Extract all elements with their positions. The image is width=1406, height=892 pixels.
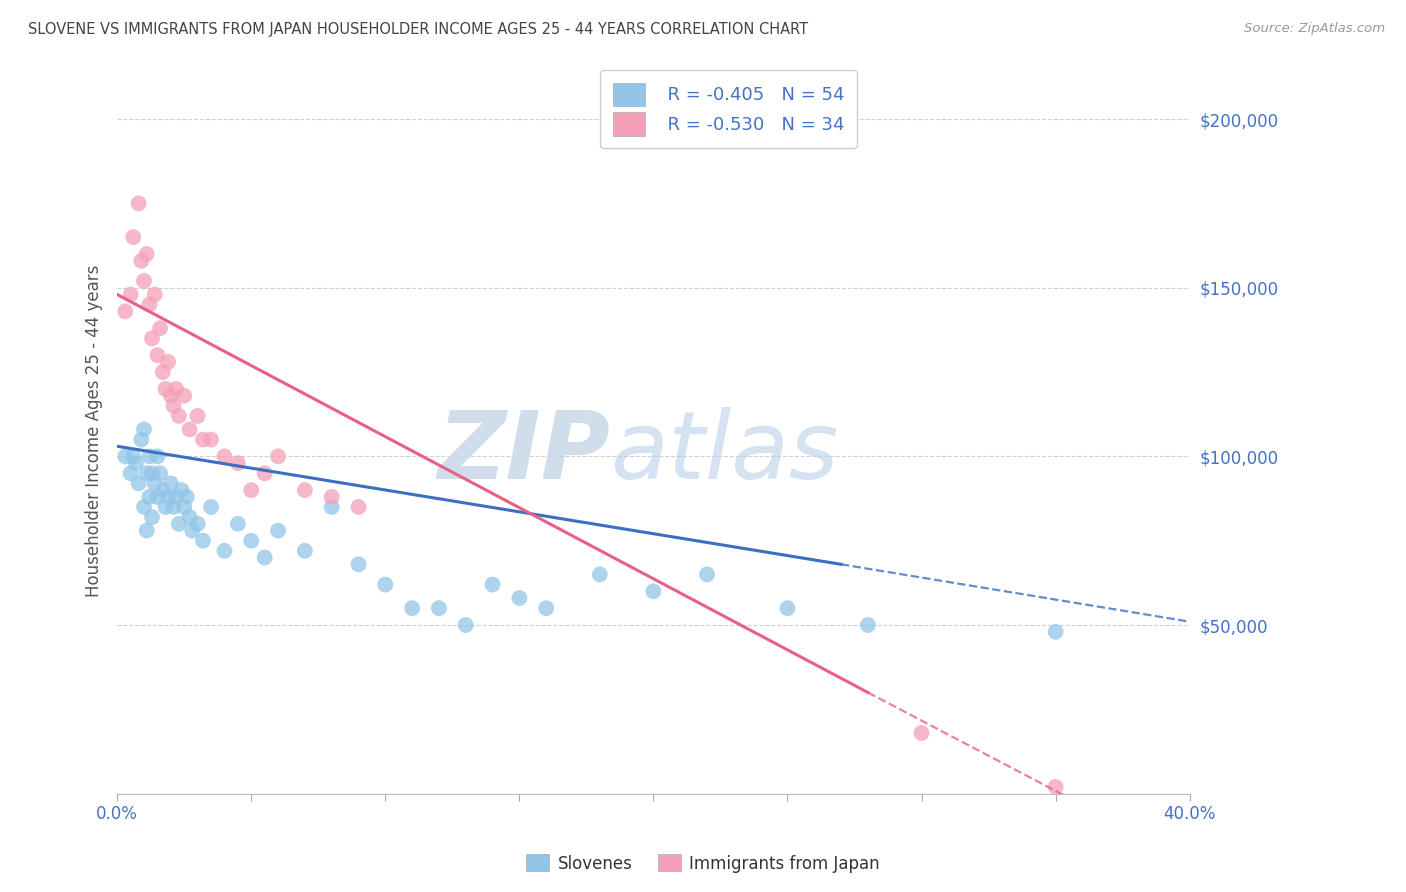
Point [200,433,222,447]
Point [167,516,190,531]
Point [165,382,187,396]
Point [141,331,163,345]
Point [122,230,145,244]
Point [146,490,169,504]
Point [128,196,150,211]
Point [267,524,290,538]
Point [321,500,343,514]
Point [173,500,195,514]
Point [138,297,160,311]
Point [131,433,153,447]
Point [191,433,214,447]
Point [141,510,163,524]
Point [132,500,155,514]
Point [1045,780,1067,794]
Point [253,550,276,565]
Point [589,567,612,582]
Point [200,500,222,514]
Point [157,355,180,369]
Point [481,577,503,591]
Point [159,389,181,403]
Text: SLOVENE VS IMMIGRANTS FROM JAPAN HOUSEHOLDER INCOME AGES 25 - 44 YEARS CORRELATI: SLOVENE VS IMMIGRANTS FROM JAPAN HOUSEHO… [28,22,808,37]
Point [159,476,181,491]
Point [157,490,180,504]
Point [167,409,190,423]
Point [141,467,163,481]
Text: Source: ZipAtlas.com: Source: ZipAtlas.com [1244,22,1385,36]
Point [149,321,172,335]
Point [214,544,236,558]
Point [146,348,169,362]
Point [132,422,155,436]
Point [347,500,370,514]
Point [294,483,316,497]
Y-axis label: Householder Income Ages 25 - 44 years: Householder Income Ages 25 - 44 years [86,265,103,598]
Point [856,618,879,632]
Point [776,601,799,615]
Point [214,450,236,464]
Point [155,382,177,396]
Point [155,500,177,514]
Point [146,450,169,464]
Point [696,567,718,582]
Point [187,516,209,531]
Point [267,450,290,464]
Point [120,467,142,481]
Point [187,409,209,423]
Point [374,577,396,591]
Point [152,365,174,379]
Point [122,450,145,464]
Point [149,467,172,481]
Point [165,490,187,504]
Point [152,483,174,497]
Point [240,533,263,548]
Point [138,490,160,504]
Point [135,247,157,261]
Point [401,601,423,615]
Point [454,618,477,632]
Point [138,450,160,464]
Point [191,533,214,548]
Point [132,274,155,288]
Point [176,490,198,504]
Point [427,601,450,615]
Point [179,422,201,436]
Point [162,399,184,413]
Point [179,510,201,524]
Point [128,476,150,491]
Text: ZIP: ZIP [437,407,610,499]
Point [125,456,148,470]
Legend:   R = -0.405   N = 54,   R = -0.530   N = 34: R = -0.405 N = 54, R = -0.530 N = 34 [600,70,858,148]
Point [226,456,249,470]
Point [143,287,166,301]
Point [910,726,932,740]
Legend: Slovenes, Immigrants from Japan: Slovenes, Immigrants from Japan [519,847,887,880]
Point [508,591,530,605]
Point [143,476,166,491]
Point [226,516,249,531]
Point [173,389,195,403]
Point [181,524,204,538]
Text: atlas: atlas [610,408,839,499]
Point [120,287,142,301]
Point [321,490,343,504]
Point [643,584,665,599]
Point [114,304,136,318]
Point [294,544,316,558]
Point [131,253,153,268]
Point [162,500,184,514]
Point [1045,624,1067,639]
Point [347,558,370,572]
Point [534,601,557,615]
Point [135,524,157,538]
Point [114,450,136,464]
Point [135,467,157,481]
Point [240,483,263,497]
Point [253,467,276,481]
Point [170,483,193,497]
